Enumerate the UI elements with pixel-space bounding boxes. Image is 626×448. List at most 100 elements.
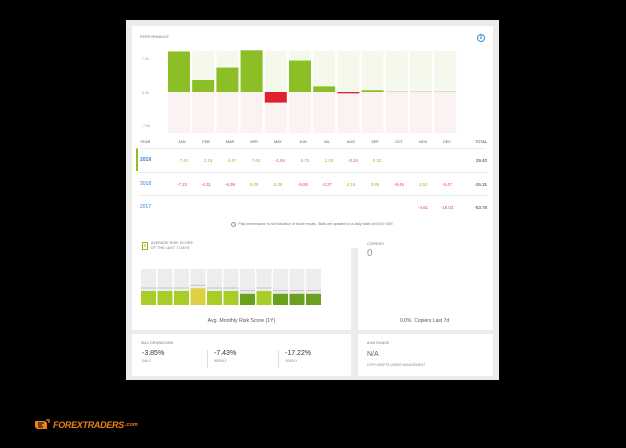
header-total: TOTAL (475, 139, 487, 144)
row-year[interactable]: 2019 (140, 157, 152, 163)
chart-bar-dec[interactable] (434, 91, 457, 92)
chart-bar-oct[interactable] (385, 91, 408, 92)
drawdown-label: Weekly (214, 359, 228, 363)
risk-bar[interactable] (223, 291, 239, 305)
month-value: 4.15 (346, 181, 356, 187)
chart-bar-mar[interactable] (216, 67, 239, 92)
month-value: -5.47 (441, 181, 452, 187)
logo-mark-icon (35, 419, 50, 429)
chart-bar-jul[interactable] (313, 86, 336, 92)
chart-bg-negative (289, 92, 311, 133)
month-value: -18.03 (440, 204, 454, 210)
month-value: -0.24 (347, 157, 358, 163)
header-year: YEAR (140, 139, 151, 144)
month-value: 7.41 (179, 157, 189, 163)
row-year[interactable]: 2018 (140, 181, 152, 187)
drawdown-weekly: -7.43% Weekly (214, 350, 284, 363)
row-total: 29.40 (476, 157, 487, 163)
chart-bg-negative (168, 92, 190, 133)
risk-title-line2: of the last 7 days (151, 246, 190, 250)
header-month: APR (250, 139, 258, 144)
chart-bg-negative (313, 92, 336, 133)
risk-bar[interactable] (190, 288, 206, 305)
chart-bg-negative (240, 92, 263, 133)
chart-bar-nov[interactable] (410, 91, 432, 92)
month-value: 0.32 (372, 157, 382, 163)
logo-text: FOREXTRADERS (53, 420, 124, 430)
chart-bar-jun[interactable] (289, 60, 311, 92)
y-tick-top: 7.50 (142, 57, 149, 61)
copiers-change-label: Copiers Last 7d (414, 318, 450, 324)
month-value: -4.31 (200, 181, 211, 187)
copiers-card: Copiers 0 0.0% Copiers Last 7d (358, 234, 493, 330)
month-value (413, 149, 437, 171)
month-value: -7.23 (176, 181, 187, 187)
info-icon[interactable]: i (477, 34, 485, 42)
table-row-2019[interactable]: 2019 7.41 2.19 4.47 7.63 -1.94 5.75 1.03… (136, 148, 487, 171)
risk-bar[interactable] (174, 291, 189, 305)
disclaimer-text: Past performance is not indicative of fu… (238, 222, 394, 226)
risk-bar[interactable] (141, 291, 156, 305)
forextraders-logo: FOREXTRADERS .com (34, 418, 138, 432)
drawdown-label: Daily (142, 359, 151, 363)
chart-bar-jan[interactable] (168, 51, 190, 92)
performance-card: Performance i 7.50 0.00 -7.50 YEAR JAN F… (132, 26, 493, 248)
copiers-value: 0 (367, 248, 373, 259)
month-value: -9.46 (393, 181, 404, 187)
risk-score-badge: 5 (142, 242, 148, 250)
month-value: -6.99 (224, 181, 235, 187)
y-tick-bottom: -7.50 (142, 124, 150, 128)
month-value: 0.00 (249, 181, 259, 187)
header-month: JUL (323, 139, 331, 144)
chart-bg-positive (313, 51, 336, 92)
copiers-change: 0.0% Copiers Last 7d (400, 318, 449, 324)
row-year[interactable]: 2017 (140, 204, 152, 210)
header-month: SEP (371, 139, 379, 144)
copiers-title: Copiers (367, 242, 384, 246)
aum-title: AUM Range (367, 341, 390, 345)
risk-bar[interactable] (273, 293, 288, 305)
risk-bar[interactable] (207, 291, 222, 305)
chart-bg-positive (410, 51, 432, 92)
drawdown-value: -3.85% (142, 350, 165, 357)
chart-bg-positive (434, 51, 457, 92)
chart-bar-aug[interactable] (337, 92, 360, 94)
header-month: JUN (299, 139, 307, 144)
month-value: -4.61 (417, 204, 428, 210)
chart-bg-negative (361, 92, 384, 133)
risk-score-card: 5 Average Risk Score of the last 7 days … (132, 234, 351, 330)
month-value: -1.94 (274, 157, 285, 163)
risk-bar[interactable] (289, 293, 305, 305)
risk-bar[interactable] (256, 291, 272, 305)
performance-chart: 7.50 0.00 -7.50 (142, 50, 457, 133)
month-value: 1.52 (418, 181, 428, 187)
risk-bar[interactable] (157, 291, 173, 305)
risk-bar[interactable] (240, 293, 255, 305)
info-icon: i (231, 221, 237, 227)
y-tick-zero: 0.00 (142, 91, 149, 95)
header-month: NOV (418, 139, 428, 144)
aum-label: Copy Assets Under Management (367, 363, 426, 367)
copiers-change-value: 0.0% (400, 318, 412, 324)
month-value: -5.90 (297, 181, 308, 187)
table-header: YEAR JAN FEB MAR APR MAY JUN JUL AUG SEP… (138, 130, 487, 153)
risk-bar[interactable] (306, 293, 321, 305)
risk-score-chart (141, 269, 321, 305)
row-total: -26.31 (474, 181, 487, 187)
month-value: 2.19 (203, 157, 213, 163)
chart-bar-may[interactable] (264, 92, 287, 103)
aum-value: N/A (367, 351, 379, 358)
table-row-2018[interactable]: 2018 -7.23 -4.31 -6.99 0.00 0.35 -5.90 -… (138, 172, 487, 195)
month-value (437, 149, 461, 171)
chart-bar-apr[interactable] (240, 50, 263, 92)
chart-bar-feb[interactable] (192, 80, 215, 92)
chart-bg-positive (264, 51, 287, 92)
header-month: AUG (346, 139, 356, 144)
table-row-2017[interactable]: 2017 -4.61 -18.03 -53.78 (138, 195, 487, 218)
month-value: 4.47 (227, 157, 237, 163)
header-month: MAY (274, 139, 282, 144)
chart-bar-sep[interactable] (361, 90, 384, 92)
chart-bg-positive (361, 51, 384, 92)
chart-bg-negative (337, 92, 360, 133)
risk-title-line1: Average Risk Score (151, 241, 194, 245)
